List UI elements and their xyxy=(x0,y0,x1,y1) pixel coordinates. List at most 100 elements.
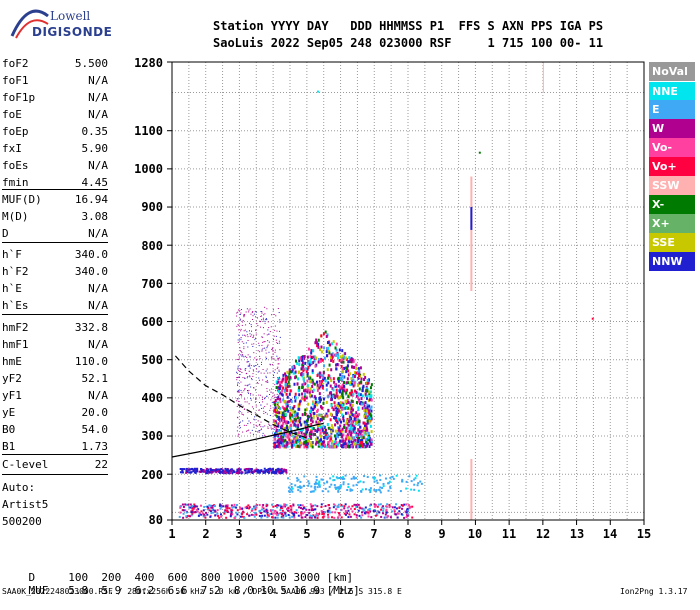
plot-frame xyxy=(171,61,645,521)
echo-point xyxy=(237,467,240,470)
echo-point xyxy=(339,405,342,409)
echo-point xyxy=(358,374,361,378)
echo-point xyxy=(295,411,298,415)
echo-point xyxy=(302,507,305,510)
echo-point xyxy=(199,470,202,473)
echo-point xyxy=(210,506,213,509)
echo-point xyxy=(278,389,281,393)
echo-point xyxy=(302,433,305,437)
echo-point xyxy=(251,429,253,431)
echo-point xyxy=(273,426,275,428)
echo-point xyxy=(405,511,408,514)
echo-point xyxy=(398,510,401,513)
echo-point xyxy=(294,370,297,374)
echo-point xyxy=(283,419,286,423)
echo-point xyxy=(282,373,285,377)
echo-point xyxy=(363,509,366,512)
echo-point xyxy=(406,507,409,510)
echo-point xyxy=(297,407,300,411)
echo-point xyxy=(272,350,274,352)
echo-point xyxy=(314,364,317,368)
echo-point xyxy=(286,375,289,379)
echo-point xyxy=(364,392,367,396)
echo-point xyxy=(337,379,340,383)
echo-point xyxy=(310,443,313,447)
echo-point xyxy=(336,384,339,388)
echo-point xyxy=(261,349,263,351)
echo-point xyxy=(304,367,307,371)
echo-point xyxy=(322,346,325,350)
echo-point xyxy=(237,433,239,435)
echo-point xyxy=(246,361,248,363)
echo-point xyxy=(248,514,251,517)
echo-point xyxy=(330,404,333,408)
echo-point xyxy=(257,363,259,365)
echo-point xyxy=(249,375,251,377)
echo-point xyxy=(239,468,242,471)
echo-point xyxy=(367,416,370,420)
echo-point xyxy=(345,429,348,433)
echo-point xyxy=(193,467,196,470)
echo-point xyxy=(366,394,369,398)
echo-point xyxy=(338,487,341,490)
echo-point xyxy=(278,370,280,372)
echo-point xyxy=(299,504,302,507)
echo-point xyxy=(309,418,312,422)
echo-point xyxy=(368,404,371,408)
echo-point xyxy=(361,429,364,433)
echo-point xyxy=(347,395,350,399)
echo-point xyxy=(360,442,363,446)
echo-point xyxy=(228,472,231,475)
echo-point xyxy=(240,368,242,370)
echo-point xyxy=(182,512,185,515)
echo-point xyxy=(255,330,257,332)
echo-point xyxy=(275,390,277,392)
echo-point xyxy=(193,506,196,509)
echo-point xyxy=(262,407,264,409)
echo-point xyxy=(306,442,309,446)
param-name: MUF(D) xyxy=(2,193,42,206)
echo-point xyxy=(259,394,261,396)
echo-point xyxy=(261,319,263,321)
echo-point xyxy=(267,468,270,471)
echo-point xyxy=(246,356,248,358)
echo-point xyxy=(195,468,198,471)
echo-point xyxy=(283,389,286,393)
echo-point xyxy=(193,503,196,506)
echo-point xyxy=(353,381,356,385)
echo-point xyxy=(361,444,364,448)
echo-point xyxy=(395,503,398,506)
echo-point xyxy=(279,397,282,401)
echo-point xyxy=(269,424,271,426)
echo-point xyxy=(320,510,323,513)
echo-point xyxy=(188,468,191,471)
echo-point xyxy=(259,326,261,328)
echo-point xyxy=(251,379,253,381)
param-value: 3.08 xyxy=(81,210,109,223)
echo-point xyxy=(296,486,299,489)
echo-point xyxy=(292,434,295,438)
echo-point xyxy=(364,407,367,411)
echo-point xyxy=(250,394,252,396)
echo-point xyxy=(280,435,283,439)
echo-point xyxy=(290,400,293,404)
echo-point xyxy=(276,342,278,344)
echo-point xyxy=(264,306,266,308)
echo-point xyxy=(269,331,271,333)
echo-point xyxy=(230,510,233,513)
echo-point xyxy=(237,368,239,370)
echo-point xyxy=(287,380,290,384)
echo-point xyxy=(319,431,322,435)
echo-point xyxy=(224,505,227,508)
echo-point xyxy=(351,413,354,417)
echo-point xyxy=(345,401,348,405)
x-tick-label: 1 xyxy=(168,527,176,541)
echo-point xyxy=(360,429,363,433)
echo-point xyxy=(357,367,360,371)
echo-point xyxy=(288,369,291,373)
echo-point xyxy=(254,470,257,473)
echo-point xyxy=(258,366,260,368)
echo-point xyxy=(244,314,246,316)
echo-point xyxy=(287,507,290,510)
echo-point xyxy=(220,506,223,509)
